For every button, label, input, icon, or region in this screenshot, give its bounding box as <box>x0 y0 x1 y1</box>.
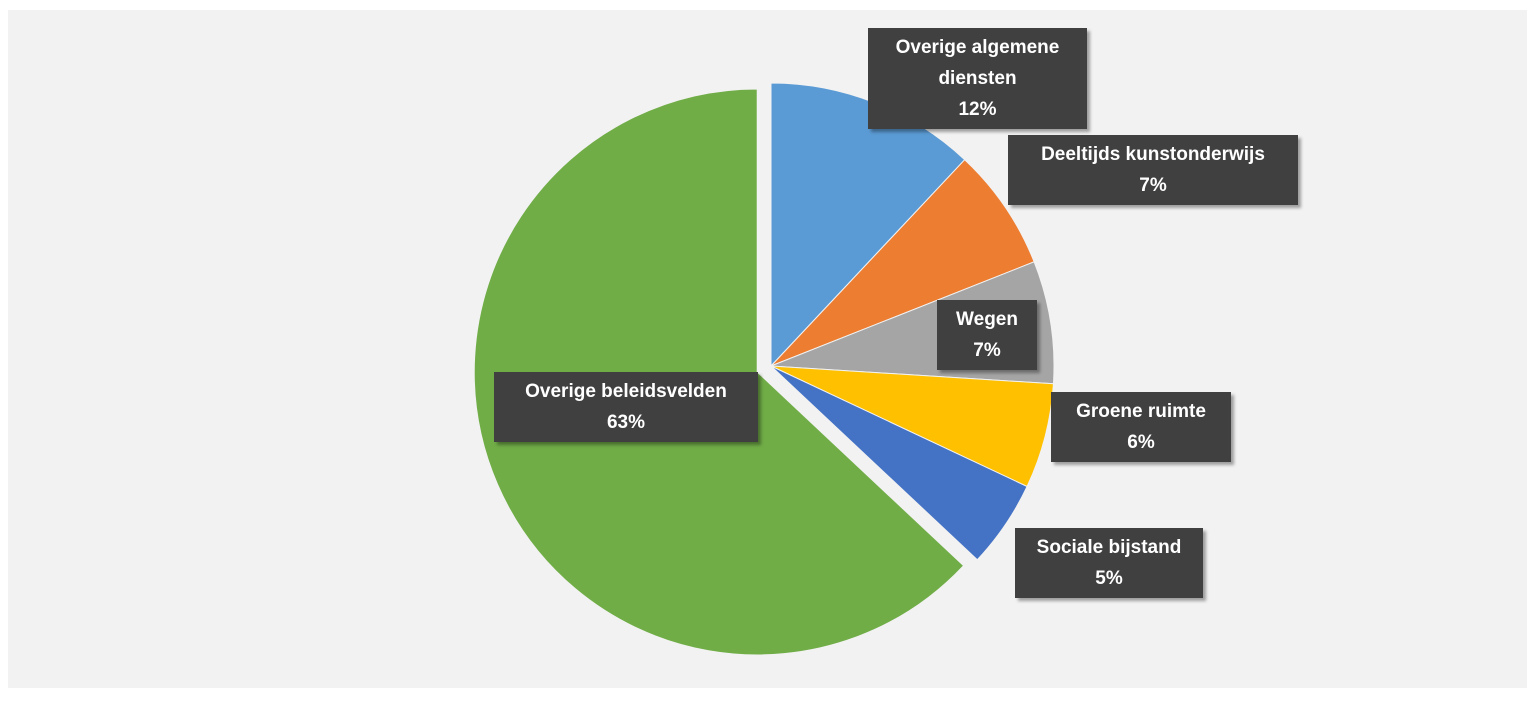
label-value: 7% <box>1139 175 1167 196</box>
label-value: 63% <box>606 412 646 433</box>
data-label: Groene ruimte 6% <box>1051 392 1231 462</box>
data-label: Wegen 7% <box>937 300 1037 370</box>
data-label: Overige beleidsvelden 63% <box>494 372 758 442</box>
pie-slice <box>473 88 965 656</box>
label-category: Overige algemene diensten <box>895 37 1060 89</box>
label-value: 5% <box>1095 568 1123 589</box>
pie-slice <box>770 365 1028 561</box>
label-category: Sociale bijstand <box>1036 537 1182 558</box>
data-label: Sociale bijstand 5% <box>1015 528 1203 598</box>
label-category: Groene ruimte <box>1076 401 1206 422</box>
label-value: 7% <box>973 340 1001 361</box>
label-value: 6% <box>1127 432 1155 453</box>
chart <box>473 82 1055 656</box>
data-label: Deeltijds kunstonderwijs 7% <box>1008 135 1298 205</box>
label-category: Deeltijds kunstonderwijs <box>1041 144 1265 165</box>
label-category: Wegen <box>956 309 1018 330</box>
chart-area: Overige algemene diensten 12% Deeltijds ku… <box>8 10 1527 688</box>
pie-slice <box>770 158 1035 367</box>
label-value: 12% <box>958 99 997 120</box>
data-label: Overige algemene diensten 12% <box>868 28 1087 129</box>
label-category: Overige beleidsvelden <box>525 381 727 402</box>
